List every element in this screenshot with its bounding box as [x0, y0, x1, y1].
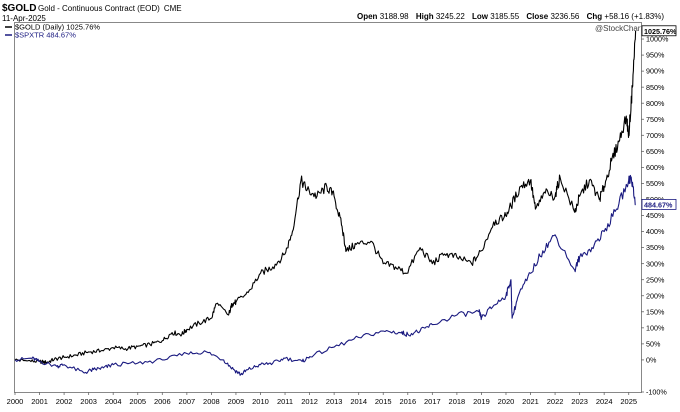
x-tick-label: 2003 [80, 397, 97, 406]
end-label-text: 1025.76% [644, 27, 677, 36]
x-axis: 2000 2001 2002 2003 2004 2005 2006 2007 2008 2009… [7, 392, 637, 406]
quote-low-value: 3185.55 [490, 12, 519, 21]
x-tick-label: 2018 [449, 397, 466, 406]
y-tick-label: 850% [646, 83, 665, 92]
y-tick-label: 350% [646, 243, 665, 252]
y-tick-label: 50% [646, 339, 661, 348]
end-label-text: 484.67% [644, 200, 673, 209]
quote-low-label: Low [472, 12, 489, 21]
legend: $GOLD (Daily) 1025.76% $SPXTR 484.67% [5, 23, 100, 40]
y-tick-label: 0% [646, 356, 657, 365]
y-tick-label: 800% [646, 99, 665, 108]
y-axis: -100% 0% 50% 100% 150% 200% 250% 300% 350% 400% 45… [641, 35, 669, 397]
x-tick-label: 2010 [252, 397, 269, 406]
end-label-box [641, 25, 677, 37]
x-tick-label: 2013 [326, 397, 343, 406]
y-tick-label: 100% [646, 323, 665, 332]
end-label-box [641, 198, 677, 210]
y-tick-label: 400% [646, 227, 665, 236]
x-tick-label: 2024 [596, 397, 613, 406]
x-tick-label: 2005 [129, 397, 146, 406]
quote-close-value: 3236.56 [550, 12, 579, 21]
series-line-spxtr [14, 174, 636, 376]
end-label-spxtr: 484.67% [641, 198, 677, 210]
series-line-gold [14, 30, 637, 365]
x-tick-label: 2006 [154, 397, 171, 406]
y-tick-label: 750% [646, 115, 665, 124]
x-tick-label: 2023 [571, 397, 588, 406]
y-tick-label: 1000% [646, 35, 669, 44]
end-labels: 1025.76% 484.67% [641, 25, 677, 210]
description-label: Gold - Continuous Contract (EOD) CME [38, 4, 182, 13]
x-tick-label: 2001 [31, 397, 48, 406]
quote-high-value: 3245.22 [436, 12, 465, 21]
y-tick-label: 300% [646, 259, 665, 268]
y-tick-label: 650% [646, 147, 665, 156]
x-tick-label: 2025 [620, 397, 637, 406]
y-tick-label: 450% [646, 211, 665, 220]
y-tick-label: 700% [646, 131, 665, 140]
watermark: @StockCharts.com [595, 24, 664, 33]
description-text: Gold - Continuous Contract (EOD) [38, 4, 160, 13]
x-tick-label: 2015 [375, 397, 392, 406]
y-tick-label: 900% [646, 67, 665, 76]
chart-header: $GOLD Gold - Continuous Contract (EOD) CM… [2, 3, 664, 33]
quote-high-label: High [416, 12, 434, 21]
x-tick-label: 2000 [7, 397, 24, 406]
legend-label-spxtr: $SPXTR 484.67% [15, 31, 76, 40]
quote-line: Open 3188.98 High 3245.22 Low 3185.55 Cl… [357, 12, 664, 21]
symbol-label: $GOLD [2, 3, 36, 14]
x-tick-label: 2016 [399, 397, 416, 406]
x-tick-label: 2019 [473, 397, 490, 406]
y-tick-label: 550% [646, 179, 665, 188]
end-label-gold: 1025.76% [641, 25, 677, 37]
date-label: 11-Apr-2025 [2, 14, 46, 23]
x-tick-label: 2008 [203, 397, 220, 406]
y-tick-label: 600% [646, 163, 665, 172]
x-tick-label: 2017 [424, 397, 441, 406]
quote-open-value: 3188.98 [380, 12, 409, 21]
x-tick-label: 2009 [228, 397, 245, 406]
exchange-text: CME [164, 4, 182, 13]
x-tick-label: 2021 [522, 397, 539, 406]
x-tick-label: 2011 [277, 397, 293, 406]
legend-label-gold: $GOLD (Daily) 1025.76% [15, 23, 100, 32]
y-tick-label: 250% [646, 275, 665, 284]
plot-frame [14, 22, 642, 393]
x-tick-label: 2014 [350, 397, 367, 406]
x-tick-label: 2020 [498, 397, 515, 406]
quote-chg-value: +58.16 (+1.83%) [604, 12, 664, 21]
x-tick-label: 2012 [301, 397, 318, 406]
x-tick-label: 2007 [178, 397, 195, 406]
y-tick-label: -100% [646, 388, 667, 397]
x-tick-label: 2002 [56, 397, 73, 406]
y-tick-label: 150% [646, 307, 665, 316]
series-layer [14, 30, 637, 376]
y-tick-label: 950% [646, 51, 665, 60]
y-tick-label: 200% [646, 291, 665, 300]
quote-open-label: Open [357, 12, 378, 21]
x-tick-label: 2004 [105, 397, 122, 406]
quote-close-label: Close [526, 12, 548, 21]
x-tick-label: 2022 [547, 397, 564, 406]
quote-chg-label: Chg [587, 12, 603, 21]
